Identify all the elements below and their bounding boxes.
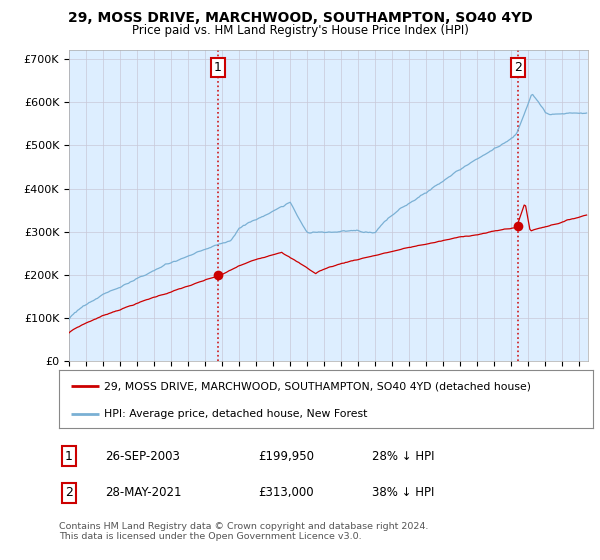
Text: 26-SEP-2003: 26-SEP-2003 [105,450,180,463]
Text: 2: 2 [514,61,522,74]
Text: 28% ↓ HPI: 28% ↓ HPI [372,450,434,463]
Text: Contains HM Land Registry data © Crown copyright and database right 2024.
This d: Contains HM Land Registry data © Crown c… [59,522,428,542]
Text: 28-MAY-2021: 28-MAY-2021 [105,486,182,500]
Text: 2: 2 [65,486,73,500]
Text: 29, MOSS DRIVE, MARCHWOOD, SOUTHAMPTON, SO40 4YD: 29, MOSS DRIVE, MARCHWOOD, SOUTHAMPTON, … [68,11,532,25]
Text: 38% ↓ HPI: 38% ↓ HPI [372,486,434,500]
Text: 1: 1 [214,61,221,74]
Text: £199,950: £199,950 [258,450,314,463]
Text: Price paid vs. HM Land Registry's House Price Index (HPI): Price paid vs. HM Land Registry's House … [131,24,469,36]
Text: £313,000: £313,000 [258,486,314,500]
Text: 1: 1 [65,450,73,463]
Text: 29, MOSS DRIVE, MARCHWOOD, SOUTHAMPTON, SO40 4YD (detached house): 29, MOSS DRIVE, MARCHWOOD, SOUTHAMPTON, … [104,381,531,391]
Text: HPI: Average price, detached house, New Forest: HPI: Average price, detached house, New … [104,409,368,419]
